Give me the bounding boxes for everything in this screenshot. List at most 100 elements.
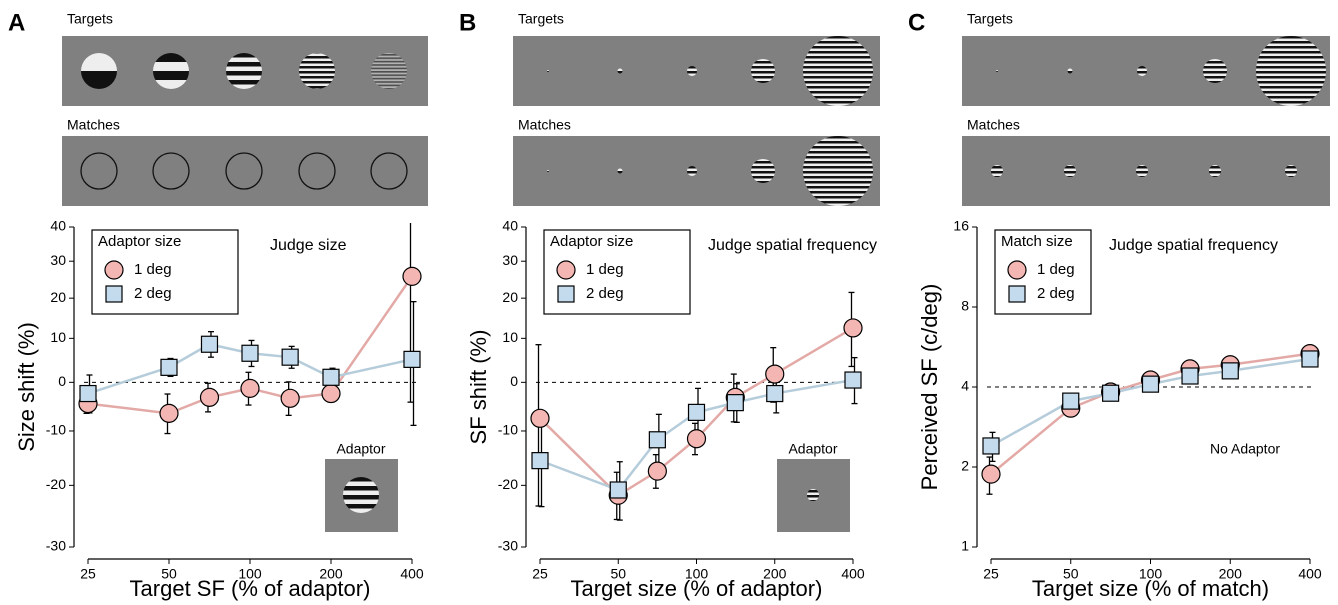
strip-label: Matches: [67, 117, 120, 133]
error-bar: [407, 223, 414, 403]
y-axis-label: Perceived SF (c/deg): [917, 284, 942, 491]
marker: [609, 481, 627, 499]
marker: [160, 358, 178, 376]
grating: [751, 159, 775, 183]
marker: [530, 408, 550, 428]
marker: [1301, 350, 1319, 368]
grating: [996, 70, 998, 72]
legend-marker: [105, 285, 123, 303]
y-axis-label: Size shift (%): [14, 322, 39, 452]
x-tick-label: 200: [319, 566, 343, 582]
panel-letter: C: [908, 9, 925, 36]
legend-title: Adaptor size: [98, 233, 181, 250]
marker: [687, 403, 706, 421]
y-tick-label: -10: [498, 422, 518, 438]
chart-title: Judge spatial frequency: [1109, 237, 1278, 254]
x-tick-label: 50: [161, 566, 177, 582]
grating: [547, 70, 549, 72]
grating: [617, 68, 623, 74]
grating: [1209, 165, 1221, 177]
marker: [981, 464, 1001, 484]
marker: [240, 378, 260, 398]
y-tick-label: 20: [502, 289, 518, 305]
y-tick-label: 10: [50, 329, 66, 345]
grating: [617, 168, 623, 174]
y-tick-label: 20: [50, 289, 66, 305]
chart-title: Judge size: [270, 237, 347, 254]
inset-label: Adaptor: [788, 441, 837, 457]
grating: [803, 36, 873, 106]
grating: [1136, 165, 1148, 177]
x-tick-label: 100: [685, 566, 709, 582]
grating: [751, 59, 775, 83]
match-circle: [370, 152, 408, 190]
legend-label: 1 deg: [134, 261, 172, 278]
x-tick-label: 25: [80, 566, 96, 582]
grating: [153, 53, 189, 89]
grating: [1067, 68, 1073, 74]
x-tick-label: 200: [763, 566, 787, 582]
y-tick-label: 10: [502, 329, 518, 345]
grating: [1256, 36, 1326, 106]
marker: [1221, 362, 1239, 380]
match-circle: [225, 152, 263, 190]
legend-title: Adaptor size: [550, 233, 633, 250]
marker: [843, 318, 863, 338]
y-tick-label: -20: [498, 476, 518, 492]
marker: [766, 384, 784, 403]
marker: [199, 387, 220, 407]
legend-label: 1 deg: [586, 261, 624, 278]
y-tick-label: 1: [961, 538, 969, 554]
grating: [1064, 165, 1076, 177]
y-tick-label: -30: [46, 538, 66, 554]
y-axis-label: SF shift (%): [466, 330, 491, 445]
marker: [1141, 375, 1160, 393]
grating: [687, 166, 697, 176]
x-tick-label: 25: [983, 566, 999, 582]
y-tick-label: 0: [510, 373, 518, 389]
grating: [1137, 66, 1147, 76]
x-tick-label: 400: [400, 566, 424, 582]
grating: [547, 170, 549, 172]
y-tick-label: 40: [502, 218, 518, 234]
grating: [343, 477, 379, 513]
marker: [402, 266, 422, 286]
y-tick-label: 30: [50, 252, 66, 268]
legend-label: 2 deg: [586, 285, 624, 302]
grating: [1285, 165, 1297, 177]
y-tick-label: 0: [58, 373, 66, 389]
grating: [371, 53, 407, 89]
grating: [991, 165, 1003, 177]
grating: [299, 53, 335, 89]
x-axis-label: Target size (% of adaptor): [571, 576, 823, 601]
strip-label: Targets: [518, 11, 564, 27]
x-axis-label: Target size (% of match): [1032, 576, 1269, 601]
marker: [281, 348, 299, 366]
inset-label: No Adaptor: [1210, 441, 1280, 457]
x-tick-label: 50: [1063, 566, 1079, 582]
marker: [1181, 367, 1199, 385]
chart-title: Judge spatial frequency: [708, 237, 877, 254]
inset-label: Adaptor: [336, 441, 385, 457]
marker: [844, 371, 862, 389]
y-tick-label: 4: [961, 378, 969, 394]
panel-letter: B: [459, 9, 476, 36]
x-tick-label: 100: [238, 566, 262, 582]
y-tick-label: -10: [46, 422, 66, 438]
x-tick-label: 200: [1219, 566, 1243, 582]
marker: [159, 403, 179, 423]
y-tick-label: -30: [498, 538, 518, 554]
match-circle: [80, 152, 118, 190]
marker: [79, 384, 97, 403]
legend-marker: [1008, 285, 1026, 303]
marker: [982, 437, 1000, 455]
marker: [322, 368, 340, 386]
legend-marker: [104, 260, 124, 280]
y-tick-label: -20: [46, 476, 66, 492]
legend-marker: [557, 285, 575, 303]
y-tick-label: 16: [953, 218, 969, 234]
marker: [726, 394, 744, 412]
panel-letter: A: [8, 9, 25, 36]
x-tick-label: 25: [532, 566, 548, 582]
